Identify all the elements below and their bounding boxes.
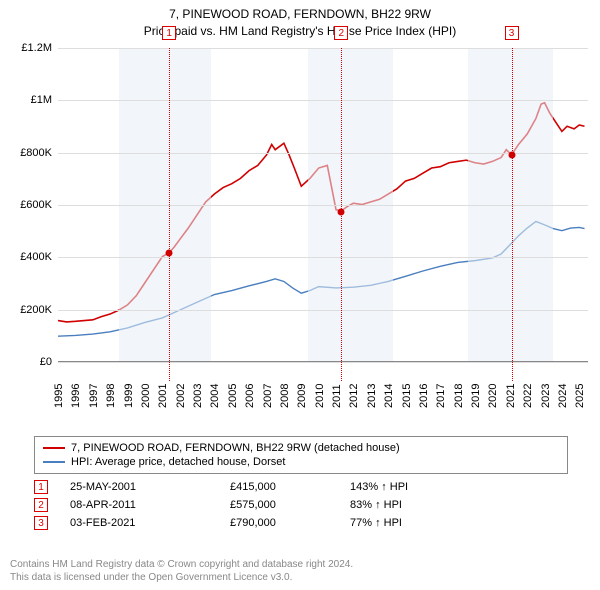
x-axis-label: 2024 bbox=[557, 368, 569, 408]
x-axis-label: 2017 bbox=[435, 368, 447, 408]
data-point-marker bbox=[508, 152, 515, 159]
x-axis-label: 2002 bbox=[175, 368, 187, 408]
y-axis-label: £1M bbox=[2, 94, 52, 106]
legend-swatch bbox=[43, 461, 65, 463]
gridline-horizontal bbox=[58, 100, 588, 101]
legend-swatch bbox=[43, 447, 65, 449]
references-table: 1 25-MAY-2001£415,000143% ↑ HPI 2 08-APR-20… bbox=[34, 478, 568, 532]
x-axis-label: 2022 bbox=[522, 368, 534, 408]
x-axis-label: 1995 bbox=[53, 368, 65, 408]
reference-number-box: 2 bbox=[34, 498, 48, 512]
footer-attribution: Contains HM Land Registry data © Crown c… bbox=[10, 558, 353, 584]
x-axis-label: 1996 bbox=[70, 368, 82, 408]
legend-label: 7, PINEWOOD ROAD, FERNDOWN, BH22 9RW (de… bbox=[71, 442, 400, 454]
data-point-marker bbox=[338, 208, 345, 215]
x-axis-label: 2012 bbox=[348, 368, 360, 408]
reference-date: 03-FEB-2021 bbox=[70, 517, 230, 529]
x-axis-label: 2023 bbox=[540, 368, 552, 408]
x-axis-label: 2013 bbox=[366, 368, 378, 408]
reference-row: 1 25-MAY-2001£415,000143% ↑ HPI bbox=[34, 478, 568, 496]
reference-date: 08-APR-2011 bbox=[70, 499, 230, 511]
reference-number-box: 1 bbox=[34, 480, 48, 494]
x-axis-label: 2003 bbox=[192, 368, 204, 408]
reference-marker-box: 1 bbox=[162, 26, 176, 40]
reference-pct: 77% ↑ HPI bbox=[350, 517, 500, 529]
reference-pct: 143% ↑ HPI bbox=[350, 481, 500, 493]
legend-item: HPI: Average price, detached house, Dors… bbox=[43, 455, 559, 469]
x-axis-label: 2009 bbox=[296, 368, 308, 408]
reference-marker-box: 2 bbox=[334, 26, 348, 40]
x-axis-label: 2021 bbox=[505, 368, 517, 408]
reference-number-box: 3 bbox=[34, 516, 48, 530]
x-axis-label: 2007 bbox=[262, 368, 274, 408]
x-axis-label: 1998 bbox=[105, 368, 117, 408]
x-axis-label: 2004 bbox=[209, 368, 221, 408]
x-axis-label: 1999 bbox=[123, 368, 135, 408]
y-axis-label: £600K bbox=[2, 199, 52, 211]
x-axis-label: 2010 bbox=[314, 368, 326, 408]
x-axis-label: 2019 bbox=[470, 368, 482, 408]
chart-area: 123 £0£200K£400K£600K£800K£1M£1.2M199519… bbox=[10, 48, 590, 388]
reference-date: 25-MAY-2001 bbox=[70, 481, 230, 493]
y-axis-label: £0 bbox=[2, 356, 52, 368]
x-axis-label: 1997 bbox=[88, 368, 100, 408]
y-axis-label: £1.2M bbox=[2, 42, 52, 54]
gridline-horizontal bbox=[58, 205, 588, 206]
y-axis-label: £200K bbox=[2, 304, 52, 316]
x-axis-label: 2006 bbox=[244, 368, 256, 408]
gridline-horizontal bbox=[58, 48, 588, 49]
gridline-horizontal bbox=[58, 362, 588, 363]
data-point-marker bbox=[166, 250, 173, 257]
x-axis-label: 2011 bbox=[331, 368, 343, 408]
x-axis-label: 2000 bbox=[140, 368, 152, 408]
footer-line2: This data is licensed under the Open Gov… bbox=[10, 571, 353, 584]
reference-price: £415,000 bbox=[230, 481, 350, 493]
x-axis-label: 2008 bbox=[279, 368, 291, 408]
x-axis-label: 2016 bbox=[418, 368, 430, 408]
gridline-horizontal bbox=[58, 310, 588, 311]
x-axis-label: 2015 bbox=[401, 368, 413, 408]
reference-line bbox=[169, 48, 170, 381]
reference-row: 3 03-FEB-2021£790,00077% ↑ HPI bbox=[34, 514, 568, 532]
legend-label: HPI: Average price, detached house, Dors… bbox=[71, 456, 285, 468]
y-axis-label: £400K bbox=[2, 251, 52, 263]
reference-price: £790,000 bbox=[230, 517, 350, 529]
reference-marker-box: 3 bbox=[505, 26, 519, 40]
x-axis-label: 2001 bbox=[157, 368, 169, 408]
gridline-horizontal bbox=[58, 257, 588, 258]
chart-container: 7, PINEWOOD ROAD, FERNDOWN, BH22 9RW Pri… bbox=[0, 0, 600, 590]
x-axis-label: 2018 bbox=[453, 368, 465, 408]
x-axis-label: 2025 bbox=[574, 368, 586, 408]
y-axis-label: £800K bbox=[2, 147, 52, 159]
reference-price: £575,000 bbox=[230, 499, 350, 511]
reference-line bbox=[512, 48, 513, 381]
reference-row: 2 08-APR-2011£575,00083% ↑ HPI bbox=[34, 496, 568, 514]
legend: 7, PINEWOOD ROAD, FERNDOWN, BH22 9RW (de… bbox=[34, 436, 568, 474]
legend-item: 7, PINEWOOD ROAD, FERNDOWN, BH22 9RW (de… bbox=[43, 441, 559, 455]
plot-area: 123 bbox=[58, 48, 588, 362]
title-address: 7, PINEWOOD ROAD, FERNDOWN, BH22 9RW bbox=[0, 6, 600, 23]
reference-pct: 83% ↑ HPI bbox=[350, 499, 500, 511]
x-axis-label: 2014 bbox=[383, 368, 395, 408]
x-axis-label: 2020 bbox=[487, 368, 499, 408]
x-axis-label: 2005 bbox=[227, 368, 239, 408]
footer-line1: Contains HM Land Registry data © Crown c… bbox=[10, 558, 353, 571]
